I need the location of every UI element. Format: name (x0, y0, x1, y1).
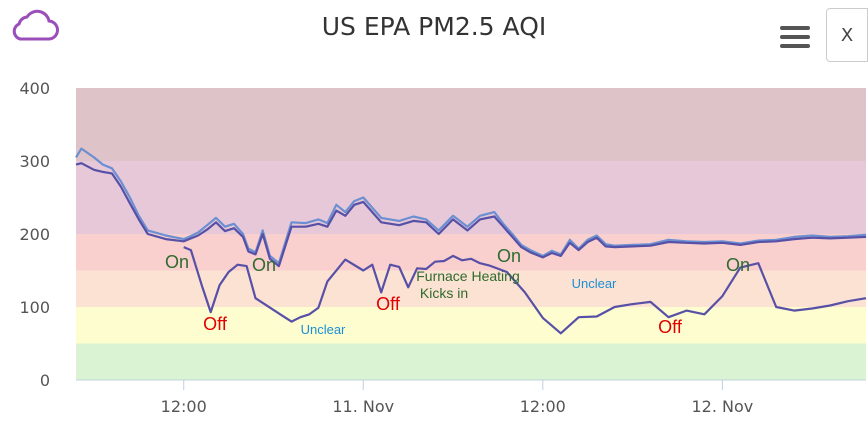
y-tick-label: 0 (40, 371, 50, 390)
series-line-1 (75, 162, 867, 268)
annotation-on: On (165, 252, 189, 272)
series-line-2 (183, 246, 867, 335)
x-tick-label: 11. Nov (332, 397, 394, 416)
y-axis-ticks: 0 100 200 300 400 (19, 79, 50, 390)
aqi-band-1 (76, 307, 866, 344)
series-line-0 (75, 147, 867, 265)
y-tick-label: 300 (19, 152, 50, 171)
annotation-off: Off (203, 314, 228, 334)
annotation-unclear: Unclear (572, 276, 617, 291)
annotation-on: On (252, 255, 276, 275)
hamburger-menu-icon[interactable] (780, 26, 810, 48)
cloud-icon (12, 9, 59, 41)
annotation-off: Off (658, 317, 683, 337)
y-tick-label: 200 (19, 225, 50, 244)
x-tick-label: 12:00 (520, 397, 566, 416)
annotation-on: On (497, 246, 521, 266)
annotation-on: On (726, 255, 750, 275)
x-tick-label: 12. Nov (691, 397, 753, 416)
annotation-on-small: Furnace Heating (416, 268, 520, 284)
x-tick-label: 12:00 (161, 397, 207, 416)
annotation-on-small: Kicks in (420, 285, 468, 301)
annotation-unclear: Unclear (301, 322, 346, 337)
close-button[interactable]: X (826, 8, 868, 62)
aqi-band-5 (76, 88, 866, 161)
series-lines (75, 147, 867, 335)
aqi-bands (76, 88, 866, 380)
x-axis-ticks: 12:00 11. Nov 12:00 12. Nov (161, 380, 753, 416)
chart-title: US EPA PM2.5 AQI (321, 12, 547, 41)
aqi-band-0 (76, 343, 866, 380)
y-tick-label: 400 (19, 79, 50, 98)
aqi-band-3 (76, 234, 866, 271)
annotation-off: Off (376, 294, 401, 314)
y-tick-label: 100 (19, 298, 50, 317)
aqi-band-4 (76, 161, 866, 234)
